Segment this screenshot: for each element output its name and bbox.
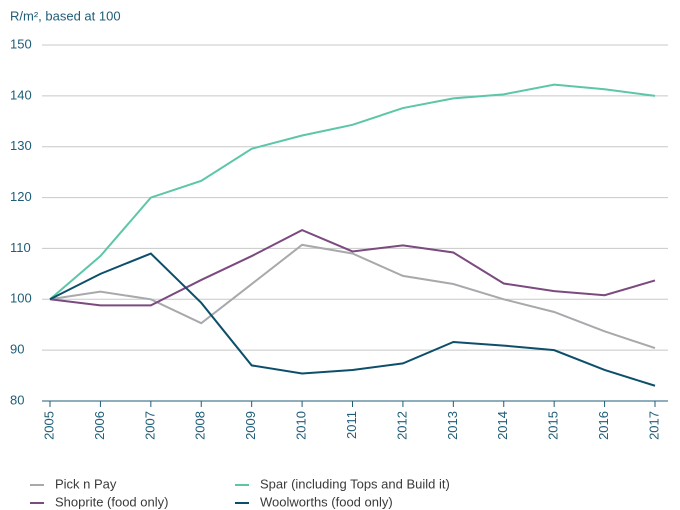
y-tick-label: 100 bbox=[10, 291, 32, 306]
x-tick-label: 2007 bbox=[142, 411, 157, 440]
legend-label: Shoprite (food only) bbox=[55, 494, 168, 509]
x-tick-label: 2016 bbox=[596, 411, 611, 440]
y-tick-label: 90 bbox=[10, 342, 24, 357]
y-axis-label: R/m², based at 100 bbox=[10, 8, 121, 23]
legend-label: Woolworths (food only) bbox=[260, 494, 393, 509]
x-tick-label: 2005 bbox=[41, 411, 56, 440]
y-tick-label: 120 bbox=[10, 189, 32, 204]
y-tick-label: 110 bbox=[10, 240, 31, 255]
x-tick-label: 2006 bbox=[92, 411, 107, 440]
y-tick-label: 150 bbox=[10, 36, 32, 51]
x-tick-label: 2014 bbox=[495, 411, 510, 440]
series-line bbox=[49, 252, 656, 387]
series-line bbox=[49, 83, 656, 301]
x-tick-label: 2013 bbox=[445, 411, 460, 440]
x-tick-label: 2010 bbox=[294, 411, 309, 440]
y-tick-label: 140 bbox=[10, 87, 32, 102]
y-tick-label: 80 bbox=[10, 392, 24, 407]
x-tick-label: 2008 bbox=[193, 411, 208, 440]
x-tick-label: 2012 bbox=[394, 411, 409, 440]
legend-label: Spar (including Tops and Build it) bbox=[260, 476, 450, 491]
series-line bbox=[49, 229, 656, 307]
series-line bbox=[49, 243, 656, 350]
legend-label: Pick n Pay bbox=[55, 476, 117, 491]
x-tick-label: 2017 bbox=[646, 411, 661, 440]
y-tick-label: 130 bbox=[10, 138, 32, 153]
x-tick-label: 2011 bbox=[344, 411, 359, 439]
x-tick-label: 2009 bbox=[243, 411, 258, 440]
x-tick-label: 2015 bbox=[546, 411, 561, 440]
